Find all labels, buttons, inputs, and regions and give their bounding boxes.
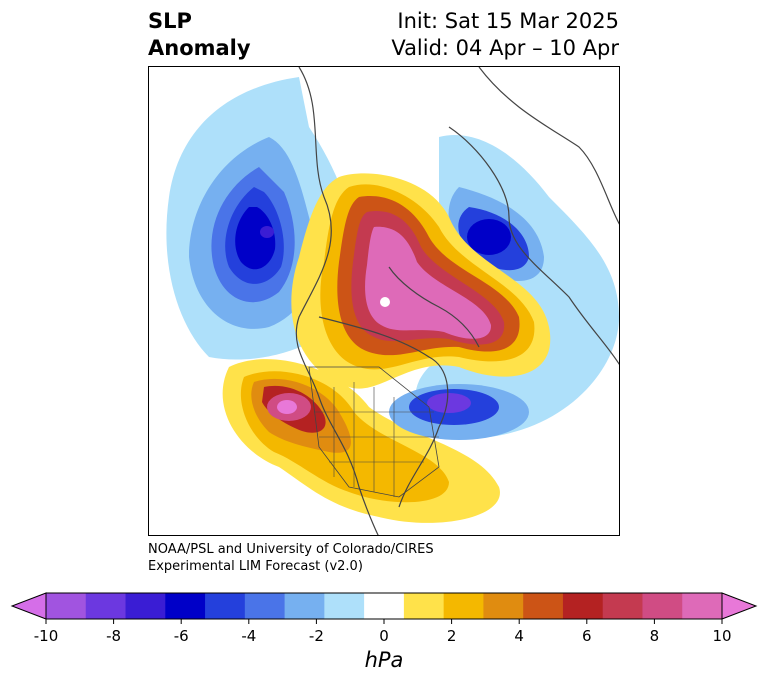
anomaly-label: Anomaly (148, 36, 251, 60)
colorbar: -10 -8 -6 -4 -2 0 2 4 6 8 10 (10, 592, 758, 645)
colorbar-cell (602, 593, 643, 619)
pacific-low-anomaly (166, 77, 357, 360)
colorbar-cell (205, 593, 246, 619)
colorbar-cell (483, 593, 524, 619)
colorbar-tick-label: -4 (241, 627, 256, 645)
colorbar-cell (125, 593, 166, 619)
variable-label: SLP (148, 9, 192, 33)
colorbar-unit: hPa (364, 648, 404, 672)
forecast-dates: Init: Sat 15 Mar 2025 Valid: 04 Apr – 10… (391, 8, 619, 62)
colorbar-cell (403, 593, 445, 619)
colorbar-cell (85, 593, 127, 619)
colorbar-tick-label: 8 (650, 627, 660, 645)
atlantic-low-anomaly (389, 384, 529, 440)
colorbar-cell (642, 593, 683, 619)
colorbar-tick-label: 2 (447, 627, 457, 645)
colorbar-cell (562, 593, 604, 619)
colorbar-tick-label: 4 (514, 627, 524, 645)
colorbar-cell (284, 593, 325, 619)
valid-range: Valid: 04 Apr – 10 Apr (391, 36, 619, 60)
map-svg (166, 67, 619, 535)
colorbar-cell (364, 593, 405, 619)
colorbar-cell (523, 593, 564, 619)
colorbar-ext-low (10, 592, 47, 620)
colorbar-tick-label: -10 (34, 627, 59, 645)
colorbar-tick-label: -6 (174, 627, 189, 645)
colorbar-cell (324, 593, 365, 619)
init-date: Init: Sat 15 Mar 2025 (397, 9, 619, 33)
colorbar-tick-label: -2 (309, 627, 324, 645)
colorbar-cell (165, 593, 206, 619)
colorbar-tick-label: -8 (106, 627, 121, 645)
colorbar-tick-label: 6 (582, 627, 592, 645)
arctic-high-anomaly (291, 173, 551, 389)
colorbar-tick-label: 0 (379, 627, 389, 645)
map-title: SLP Anomaly (148, 8, 251, 62)
colorbar-cell (244, 593, 286, 619)
colorbar-cell (682, 593, 723, 619)
colorbar-cells (10, 592, 758, 620)
credit-line-1: NOAA/PSL and University of Colorado/CIRE… (148, 542, 434, 557)
colorbar-ext-high (721, 592, 758, 620)
colorbar-cell (443, 593, 484, 619)
colorbar-ticks: -10 -8 -6 -4 -2 0 2 4 6 8 10 (34, 619, 732, 645)
anomaly-map (148, 66, 620, 536)
colorbar-tick-label: 10 (712, 627, 731, 645)
credit-line-2: Experimental LIM Forecast (v2.0) (148, 559, 363, 574)
credit-text: NOAA/PSL and University of Colorado/CIRE… (148, 541, 434, 575)
colorbar-cell (46, 593, 87, 619)
coastlines (295, 67, 619, 535)
